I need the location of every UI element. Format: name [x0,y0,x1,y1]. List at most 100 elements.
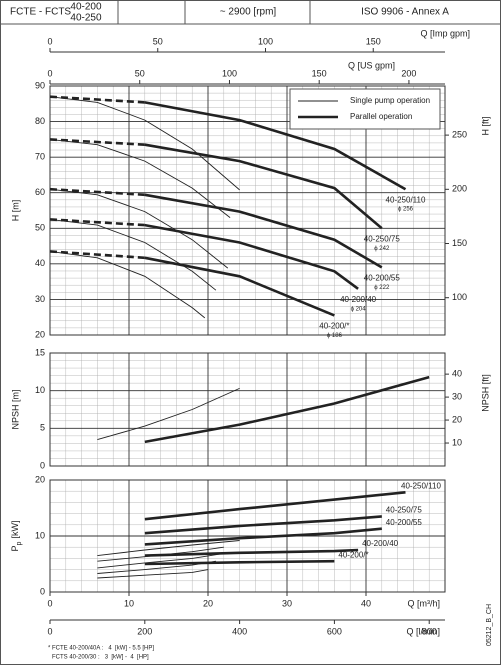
curve [144,223,359,290]
y-axis-label-main: P [10,545,20,551]
x-axis-label: Q [Imp gpm] [420,28,470,38]
x-tick-label: 100 [222,68,237,78]
x-tick-label: 20 [203,598,213,608]
curve-label: 40-200/55 [364,274,401,283]
header-speed: ~ 2900 [rpm] [220,7,277,18]
y-axis-label: Pp [kW] [10,521,22,552]
y2-tick-label: 150 [452,238,467,248]
curve-sub-label: ϕ 222 [374,285,390,291]
x-axis-label: Q [l/min] [406,626,440,636]
y-tick-label: 60 [35,187,45,197]
curve [144,527,382,546]
x-tick-label: 400 [232,626,247,636]
legend-label: Single pump operation [350,96,430,105]
curve-label: 40-200/* [338,550,368,559]
curve [144,515,382,535]
y-tick-label: 80 [35,116,45,126]
curve [144,101,407,191]
y2-tick-label: 100 [452,292,467,302]
curve [144,559,335,566]
curve [49,96,240,191]
x-tick-label: 40 [361,598,371,608]
y-tick-label: 0 [40,586,45,596]
x-axis-label: Q [m³/h] [407,598,440,608]
curve-dashed [49,250,145,260]
y2-tick-label: 40 [452,369,462,379]
x-tick-label: 150 [312,68,327,78]
y2-tick-label: 250 [452,129,467,139]
footnote: FCTS 40-200/30 : 3 [kW] - 4 [HP] [52,655,149,661]
x-tick-label: 200 [137,626,152,636]
curve-dashed [49,187,145,197]
curve-label: 40-200/40 [362,539,399,548]
y-tick-label: 40 [35,258,45,268]
y-axis-label-unit: [kW] [10,521,20,539]
curve-dashed [49,95,145,104]
x-tick-label: 150 [366,36,381,46]
y-tick-label: 50 [35,223,45,233]
x-tick-label: 0 [47,626,52,636]
footnote: * FCTE 40-200/40A : 4 [kW] - 5.5 [HP] [48,646,154,652]
curve-sub-label: ϕ 204 [351,306,367,312]
curve [144,143,383,230]
curve [97,540,240,557]
plot-frame [49,352,446,467]
y-tick-label: 10 [35,530,45,540]
curve-label: 40-250/75 [364,234,401,243]
curve-sub-label: ϕ 242 [374,246,390,252]
header-standard: ISO 9906 - Annex A [361,7,449,18]
y-axis-label: H [m] [10,200,20,222]
y-tick-label: 20 [35,329,45,339]
curve [97,387,240,441]
curve-label: 40-250/110 [401,481,441,490]
y-tick-label: 0 [40,460,45,470]
header-size: 40-200 [70,2,102,13]
figure-code: 05212_B_CH [486,604,493,646]
y2-tick-label: 30 [452,391,462,401]
curve-label: 40-200/* [319,322,349,331]
y-tick-label: 5 [40,423,45,433]
curve [97,552,228,569]
x-tick-label: 600 [327,626,342,636]
curve-label: 40-250/75 [386,506,423,515]
curve-label: 40-250/110 [386,195,426,204]
y2-tick-label: 20 [452,414,462,424]
curve-dashed [49,138,145,146]
x-tick-label: 0 [47,598,52,608]
curve-label: 40-200/55 [386,518,423,527]
x-tick-label: 800 [422,626,437,636]
y-tick-label: 10 [35,385,45,395]
curve-sub-label: ϕ 256 [398,207,414,213]
x-tick-label: 50 [135,68,145,78]
curve [49,138,231,218]
curve [144,548,359,557]
plot-frame [49,479,446,593]
y2-tick-label: 200 [452,184,467,194]
curve [144,491,406,521]
plot-area [50,353,445,466]
y2-axis-label: NPSH [ft] [480,374,490,412]
x-tick-label: 100 [258,36,273,46]
y2-tick-label: 10 [452,437,462,447]
plot-frame [49,85,446,336]
y-tick-label: 90 [35,80,45,90]
y-axis-label: NPSH [m] [10,389,20,429]
y-tick-label: 30 [35,294,45,304]
curve [49,188,229,269]
curve [144,256,335,317]
legend-label: Parallel operation [350,112,412,121]
y-tick-label: 15 [35,347,45,357]
header-size: 40-250 [70,13,102,24]
y-tick-label: 20 [35,474,45,484]
curve-sub-label: ϕ 186 [327,333,343,339]
x-tick-label: 10 [124,598,134,608]
x-tick-label: 200 [401,68,416,78]
curve [49,250,206,319]
x-tick-label: 0 [47,68,52,78]
x-tick-label: 50 [153,36,163,46]
curve [144,193,383,269]
x-tick-label: 30 [282,598,292,608]
y-axis-label-sub: p [16,541,23,545]
y2-axis-label: H [ft] [480,116,490,135]
